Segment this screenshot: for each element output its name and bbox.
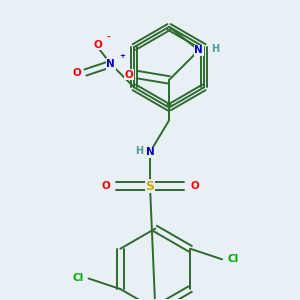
Text: H: H [212,44,220,54]
Text: N: N [106,59,115,69]
Text: N: N [194,45,203,55]
Text: S: S [146,180,154,193]
Text: +: + [119,52,125,59]
Text: O: O [73,68,81,77]
Text: O: O [190,181,199,191]
Text: Cl: Cl [72,273,83,284]
Text: O: O [124,70,133,80]
Text: -: - [106,33,110,42]
Text: N: N [146,147,154,157]
Text: O: O [101,181,110,191]
Text: H: H [135,146,143,156]
Text: O: O [94,40,103,50]
Text: Cl: Cl [227,254,238,264]
